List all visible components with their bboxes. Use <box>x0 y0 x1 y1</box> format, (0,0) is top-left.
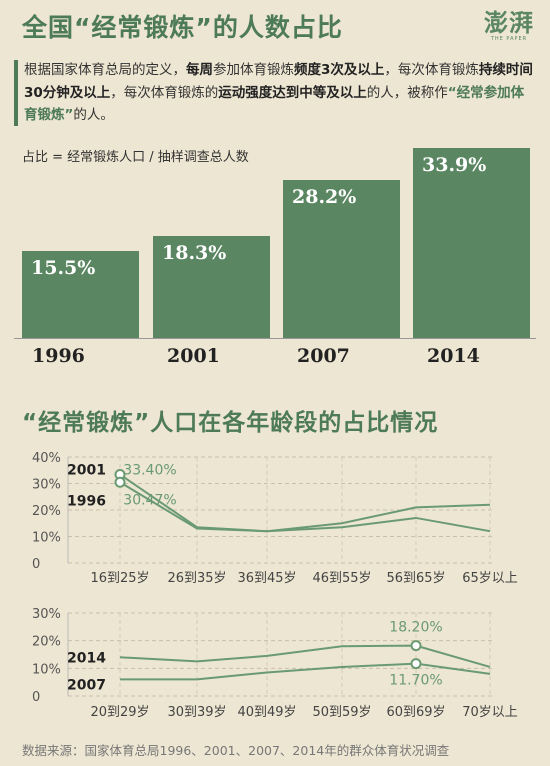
bar-1996 <box>22 251 139 338</box>
y-tick-label: 0 <box>32 690 40 705</box>
formula-note: 占比 = 经常锻炼人口 / 抽样调查总人数 <box>22 150 249 165</box>
y-tick-label: 20% <box>32 635 61 650</box>
desc-text: ，每次体育锻炼 <box>384 62 479 78</box>
bar-value-label: 18.3% <box>162 241 227 264</box>
the-paper-logo: 澎湃 THE PAPER <box>484 8 534 43</box>
line-chart-2: 0 10% 20% 30% 20到29岁 30到39岁 40到49岁 50到59岁 60到69岁… <box>32 607 518 720</box>
x-tick-label: 65岁以上 <box>462 571 518 586</box>
desc-highlight: “经常参加体育锻炼” <box>24 84 525 124</box>
logo-en: THE PAPER <box>490 36 528 42</box>
highlight-marker <box>114 476 126 488</box>
desc-bold: 运动强度达到中等及以上 <box>218 84 367 101</box>
x-tick-label: 26到35岁 <box>167 571 226 586</box>
series-line-2014 <box>119 644 491 668</box>
line-chart-1: 0 10% 20% 30% 40% 16到25岁 26到35岁 36到45岁 46到55岁 56到… <box>32 451 518 586</box>
bar-category-label: 2001 <box>167 345 220 367</box>
desc-text: 根据国家体育总局的定义， <box>24 62 186 78</box>
highlight-marker <box>410 658 422 670</box>
bar-category-label: 2014 <box>427 345 480 367</box>
page-title: 全国“经常锻炼”的人数占比 <box>22 13 343 42</box>
x-tick-label: 36到45岁 <box>237 571 296 586</box>
age-chart-title: “经常锻炼”人口在各年龄段的占比情况 <box>22 410 439 436</box>
desc-bold: 持续时间30分钟及以上 <box>24 62 533 101</box>
y-tick-label: 30% <box>32 607 61 622</box>
y-tick-label: 10% <box>32 531 61 546</box>
bar-2014 <box>413 148 530 338</box>
annotation-label: 30.47% <box>123 492 176 508</box>
series-line-2001 <box>119 473 491 533</box>
desc-text: 的人。 <box>73 107 114 123</box>
x-tick-label: 50到59岁 <box>312 705 371 720</box>
x-tick-label: 30到39岁 <box>167 705 226 720</box>
y-tick-label: 20% <box>32 504 61 519</box>
series-line-2007 <box>120 662 491 681</box>
desc-text: 参加体育锻炼 <box>213 62 294 78</box>
age-line-charts: 0 10% 20% 30% 40% 16到25岁 26到35岁 36到45岁 46到55岁 56到… <box>32 451 518 720</box>
x-tick-label: 46到55岁 <box>312 571 371 586</box>
x-tick-label: 20到29岁 <box>90 705 149 720</box>
series-line-1996 <box>119 481 491 533</box>
definition-paragraph: 根据国家体育总局的定义，每周参加体育锻炼频度3次及以上，每次体育锻炼持续时间30… <box>24 59 536 127</box>
y-tick-label: 10% <box>32 662 61 677</box>
series-name-2014: 2014 <box>67 650 106 666</box>
y-tick-label: 30% <box>32 478 61 493</box>
series-name-2007: 2007 <box>67 677 106 693</box>
series-name-2001: 2001 <box>67 462 106 478</box>
bar-2007 <box>283 180 400 338</box>
x-tick-label: 16到25岁 <box>90 571 149 586</box>
annotation-label: 33.40% <box>123 462 176 478</box>
desc-text: 的人，被称作 <box>366 84 448 101</box>
x-tick-label: 40到49岁 <box>237 705 296 720</box>
x-tick-label: 70岁以上 <box>462 705 518 720</box>
series-name-1996: 1996 <box>67 493 106 509</box>
x-tick-label: 60到69岁 <box>386 705 445 720</box>
annotation-label: 18.20% <box>389 620 442 636</box>
bar-category-label: 1996 <box>32 345 85 367</box>
highlight-marker <box>410 640 422 652</box>
y-tick-label: 40% <box>32 451 61 466</box>
bar-value-label: 15.5% <box>31 257 96 280</box>
bar-chart-baseline <box>14 338 536 339</box>
bar-category-label: 2007 <box>297 345 350 367</box>
bar-value-label: 33.9% <box>422 154 487 177</box>
desc-text: ，每次体育锻炼的 <box>110 84 219 101</box>
x-tick-label: 56到65岁 <box>386 571 445 586</box>
desc-bold: 每周 <box>186 62 213 78</box>
desc-bold: 频度3次及以上 <box>294 62 385 78</box>
logo-cn: 澎湃 <box>484 8 534 37</box>
bar-value-label: 28.2% <box>292 186 357 209</box>
description-accent-bar <box>14 60 18 126</box>
annotation-label: 11.70% <box>389 673 442 689</box>
y-tick-label: 0 <box>32 557 40 572</box>
bar-2001 <box>153 235 270 338</box>
data-source: 数据来源：国家体育总局1996、2001、2007、2014年的群众体育状况调查 <box>22 743 450 758</box>
